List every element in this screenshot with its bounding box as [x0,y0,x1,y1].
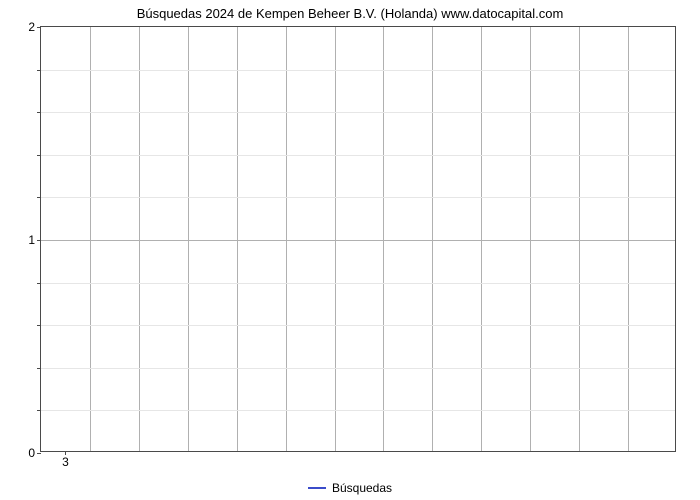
y-axis-tick-label: 1 [28,233,35,247]
grid-line-horizontal [41,112,675,113]
grid-line-horizontal [41,368,675,369]
legend-line-swatch [308,487,326,489]
grid-line-horizontal [41,410,675,411]
y-axis-tick-label: 2 [28,20,35,34]
grid-line-vertical [383,27,384,451]
grid-line-vertical [90,27,91,451]
grid-line-horizontal [41,283,675,284]
y-axis-tick-mark [37,155,41,156]
y-axis-tick-mark [37,283,41,284]
y-axis-tick-mark [37,70,41,71]
grid-line-vertical [628,27,629,451]
grid-line-vertical [579,27,580,451]
grid-line-horizontal [41,70,675,71]
chart-title: Búsquedas 2024 de Kempen Beheer B.V. (Ho… [0,6,700,21]
grid-line-vertical [432,27,433,451]
grid-line-horizontal [41,240,675,241]
y-axis-tick-mark [37,453,41,454]
y-axis-tick-mark [37,368,41,369]
grid-line-horizontal [41,155,675,156]
x-axis-tick-label: 3 [62,455,69,469]
y-axis-tick-mark [37,27,41,28]
y-axis-tick-mark [37,410,41,411]
chart-container: Búsquedas 2024 de Kempen Beheer B.V. (Ho… [0,0,700,500]
grid-line-vertical [237,27,238,451]
legend: Búsquedas [0,480,700,495]
y-axis-tick-mark [37,197,41,198]
grid-line-vertical [286,27,287,451]
y-axis-tick-label: 0 [28,446,35,460]
grid-line-vertical [530,27,531,451]
y-axis-tick-mark [37,325,41,326]
y-axis-tick-mark [37,240,41,241]
grid-line-vertical [481,27,482,451]
grid-line-vertical [139,27,140,451]
grid-line-vertical [335,27,336,451]
grid-line-vertical [188,27,189,451]
grid-line-horizontal [41,197,675,198]
y-axis-tick-mark [37,112,41,113]
legend-label: Búsquedas [332,481,392,495]
plot-area: 0123 [40,26,676,452]
x-axis-tick-mark [65,451,66,455]
grid-line-horizontal [41,325,675,326]
